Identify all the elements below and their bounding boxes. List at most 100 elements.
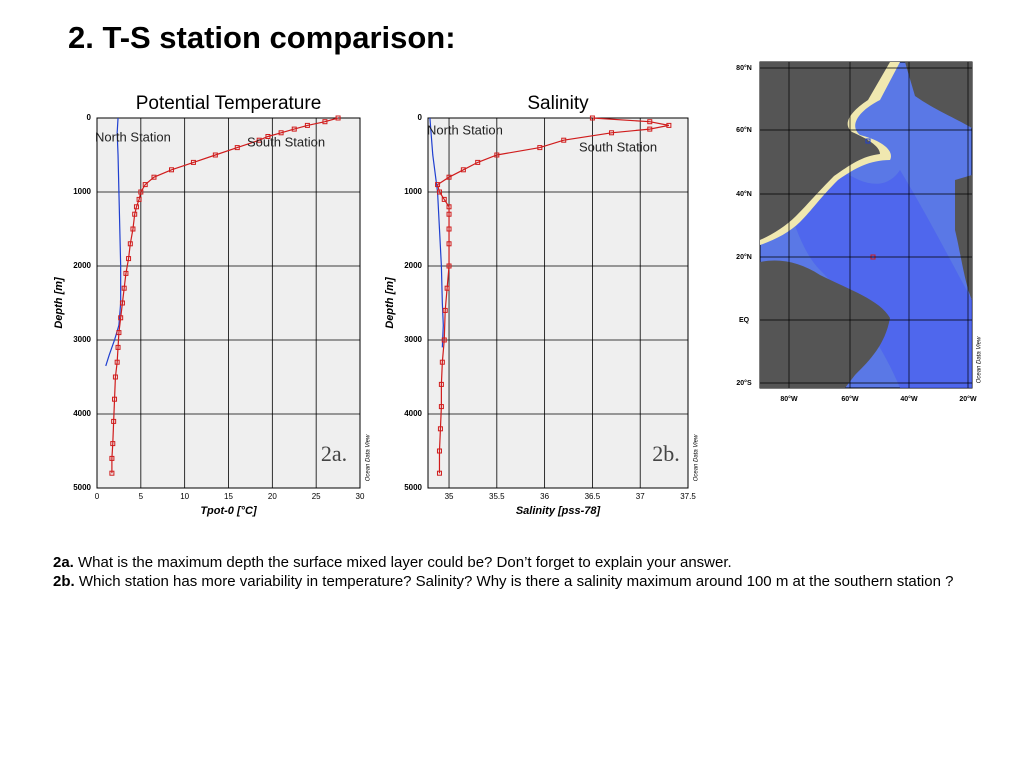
data-point [109, 470, 115, 476]
x-tick-label: 15 [224, 492, 233, 501]
y-tick-label: 5000 [404, 483, 422, 492]
data-point [123, 270, 129, 276]
data-point [441, 196, 447, 202]
data-point [436, 470, 442, 476]
data-point [537, 145, 543, 151]
y-tick-label: 4000 [404, 409, 422, 418]
data-point [130, 226, 136, 232]
data-point [133, 204, 139, 210]
panel-label: 2a. [321, 441, 347, 466]
map-greenland [905, 62, 972, 128]
data-point [136, 196, 142, 202]
data-point [151, 174, 157, 180]
slide-title: 2. T-S station comparison: [68, 20, 456, 55]
y-tick-label: 2000 [404, 261, 422, 270]
data-point [460, 167, 466, 173]
credit: Ocean Data View [694, 434, 700, 481]
data-point [291, 126, 297, 132]
data-point [126, 256, 132, 262]
data-point [118, 315, 124, 321]
y-tick-label: 0 [418, 113, 423, 122]
map-north-station [865, 138, 871, 144]
data-point [127, 241, 133, 247]
figures: Potential Temperature0100020003000400050… [53, 61, 983, 517]
data-point [475, 159, 481, 165]
map [759, 61, 973, 389]
data-point [561, 137, 567, 143]
data-point [647, 126, 653, 132]
data-point [121, 285, 127, 291]
data-point [589, 115, 595, 121]
x-tick-label: 20 [268, 492, 277, 501]
y-axis-label: Depth [m] [384, 277, 396, 329]
map-lon-label: 20°W [959, 395, 977, 403]
data-point [647, 119, 653, 125]
x-axis-label: Salinity [pss-78] [516, 505, 601, 517]
question-label: 2b. [53, 573, 75, 590]
data-point [446, 226, 452, 232]
data-point [169, 167, 175, 173]
y-tick-label: 1000 [73, 187, 91, 196]
data-point [138, 189, 144, 195]
data-point [439, 359, 445, 365]
y-tick-label: 4000 [73, 409, 91, 418]
chart-title: Potential Temperature [136, 93, 322, 114]
data-point [142, 182, 148, 188]
x-tick-label: 25 [312, 492, 321, 501]
y-tick-label: 1000 [404, 187, 422, 196]
data-point [436, 189, 442, 195]
data-point [438, 381, 444, 387]
y-tick-label: 3000 [73, 335, 91, 344]
plot-area [427, 117, 689, 489]
data-point [441, 337, 447, 343]
x-tick-label: 36.5 [585, 492, 601, 501]
series-line [111, 117, 339, 474]
map-lat-label: 20°N [736, 253, 752, 261]
series-label: South Station [579, 139, 657, 154]
y-axis-label: Depth [m] [53, 277, 65, 329]
x-tick-label: 37.5 [680, 492, 696, 501]
data-point [335, 115, 341, 121]
data-point [446, 263, 452, 269]
x-tick-label: 35.5 [489, 492, 505, 501]
data-point [494, 152, 500, 158]
question-text: Which station has more variability in te… [74, 573, 954, 590]
chart-title: Salinity [527, 93, 589, 114]
x-tick-label: 30 [356, 492, 365, 501]
questions: 2a. What is the maximum depth the surfac… [53, 553, 973, 591]
data-point [609, 130, 615, 136]
y-tick-label: 0 [87, 113, 92, 122]
data-point [278, 130, 284, 136]
data-point [436, 448, 442, 454]
data-point [190, 159, 196, 165]
x-tick-label: 5 [139, 492, 144, 501]
data-point [112, 396, 118, 402]
credit: Ocean Data View [366, 434, 372, 481]
data-point [256, 137, 262, 143]
data-point [265, 134, 271, 139]
data-point [446, 211, 452, 217]
x-axis-label: Tpot-0 [°C] [200, 505, 257, 517]
data-point [112, 374, 118, 380]
map-lat-label: 60°N [736, 126, 752, 134]
series-line [105, 117, 122, 367]
map-north-america [760, 62, 890, 240]
x-tick-label: 0 [95, 492, 100, 501]
series-label: South Station [247, 134, 325, 149]
y-tick-label: 5000 [73, 483, 91, 492]
data-point [446, 174, 452, 180]
data-point [435, 182, 441, 188]
data-point [115, 344, 121, 350]
data-point [322, 119, 328, 125]
map-lon-label: 60°W [841, 395, 859, 403]
x-tick-label: 36 [540, 492, 549, 501]
data-point [666, 122, 672, 128]
data-point [444, 285, 450, 291]
series-line [436, 117, 669, 474]
data-point [109, 455, 115, 461]
data-point [212, 152, 218, 158]
question-text: What is the maximum depth the surface mi… [73, 554, 732, 571]
series-label: North Station [95, 129, 171, 144]
map-lon-label: 40°W [900, 395, 918, 403]
map-south-america [760, 260, 890, 388]
